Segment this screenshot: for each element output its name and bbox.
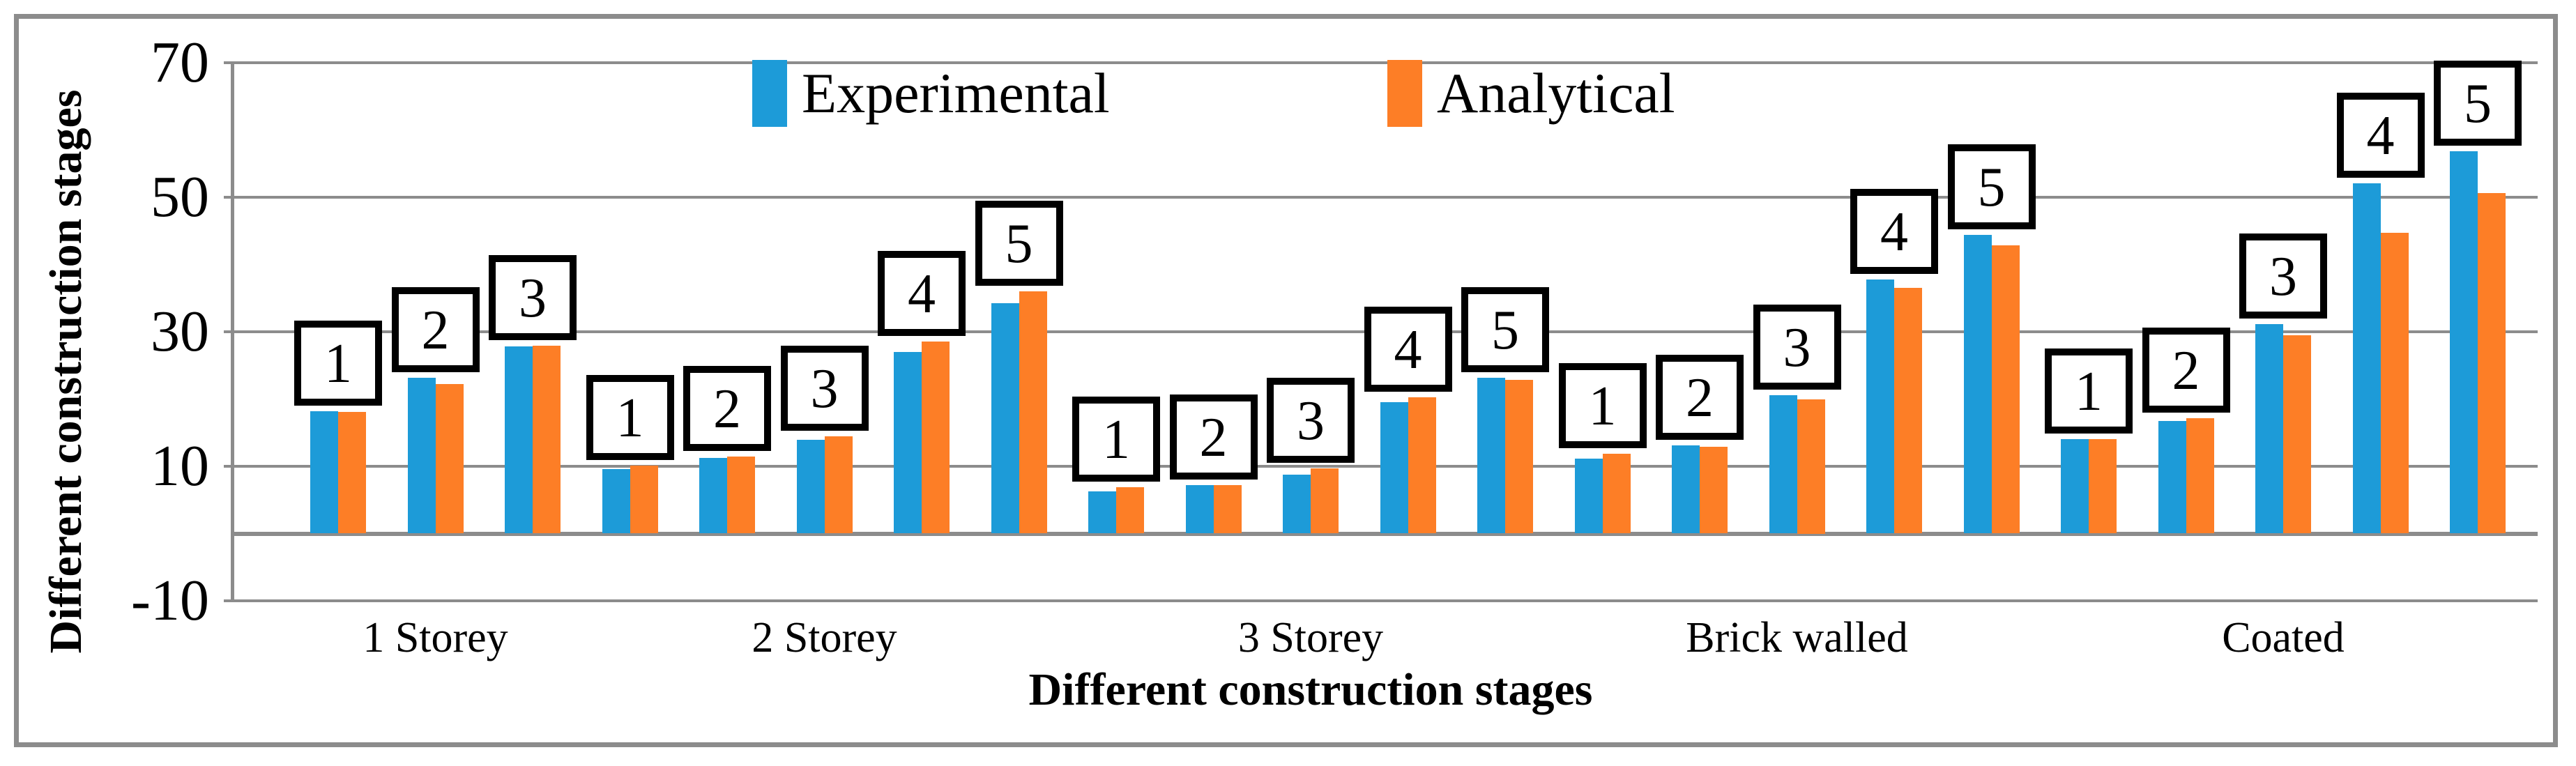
figure-border	[14, 14, 2558, 747]
bar-experimental	[1185, 485, 1214, 534]
gridline-70	[234, 61, 2538, 64]
legend-swatch-analytical-icon	[1387, 60, 1422, 127]
bar-experimental	[2158, 421, 2186, 534]
y-tick-mark	[224, 599, 235, 602]
stage-number-box: 1	[294, 320, 382, 406]
stage-number-box: 2	[391, 286, 480, 372]
bar-analytical	[1408, 397, 1436, 534]
bar-analytical	[1116, 487, 1144, 534]
x-axis-line	[234, 531, 2538, 536]
bar-experimental	[1769, 395, 1797, 534]
y-tick-label: -10	[131, 568, 209, 633]
bar-experimental	[2061, 439, 2089, 534]
legend-label-analytical: Analytical	[1437, 61, 1675, 125]
stage-number-box: 5	[975, 201, 1063, 286]
y-tick-mark	[224, 196, 235, 199]
stage-number-box: 2	[1169, 395, 1258, 480]
bar-analytical	[727, 456, 755, 534]
bar-experimental	[699, 458, 727, 534]
stage-number-box: 2	[1656, 355, 1744, 441]
bar-analytical	[1700, 447, 1728, 534]
bar-analytical	[2380, 233, 2409, 534]
gridline--10	[234, 599, 2538, 602]
bar-analytical	[2478, 193, 2506, 534]
stage-number-box: 4	[878, 251, 966, 337]
bar-analytical	[533, 346, 561, 534]
bar-experimental	[2255, 324, 2283, 534]
x-axis-title: Different construction stages	[1028, 664, 1593, 715]
bar-experimental	[796, 440, 825, 534]
bar-analytical	[1894, 288, 1922, 534]
bar-analytical	[435, 384, 464, 534]
y-tick-mark	[224, 61, 235, 64]
stage-number-box: 5	[2434, 61, 2522, 146]
bar-experimental	[602, 468, 630, 534]
bar-experimental	[1866, 279, 1894, 534]
gridline-50	[234, 196, 2538, 199]
bar-analytical	[922, 342, 950, 534]
stage-number-box: 3	[489, 255, 577, 341]
bar-analytical	[338, 411, 366, 534]
bar-experimental	[505, 346, 533, 534]
y-tick-label: 10	[151, 434, 209, 498]
category-label: Brick walled	[1686, 614, 1908, 661]
stage-number-box: 5	[1947, 144, 2036, 230]
stage-number-box: 1	[586, 375, 674, 461]
bar-experimental	[894, 351, 922, 534]
bar-experimental	[1380, 402, 1408, 534]
stage-number-box: 2	[2142, 327, 2230, 413]
y-tick-mark	[224, 330, 235, 333]
stage-number-box: 5	[1461, 286, 1549, 372]
bar-analytical	[2186, 418, 2214, 534]
stage-number-box: 1	[1558, 362, 1647, 448]
y-tick-mark	[224, 465, 235, 468]
bar-analytical	[1213, 485, 1242, 534]
bar-experimental	[1283, 474, 1311, 534]
stage-number-box: 2	[683, 365, 771, 451]
stage-number-box: 1	[1072, 396, 1160, 482]
category-label: Coated	[2222, 614, 2345, 661]
stage-number-box: 3	[2239, 233, 2327, 319]
stage-number-box: 4	[2336, 92, 2425, 178]
bar-experimental	[2450, 151, 2478, 534]
bar-experimental	[1672, 445, 1700, 534]
stage-number-box: 4	[1850, 188, 1938, 274]
bar-experimental	[991, 302, 1019, 534]
bar-analytical	[1991, 245, 2020, 534]
legend-swatch-experimental-icon	[752, 60, 787, 127]
category-label: 1 Storey	[363, 614, 508, 661]
y-tick-label: 30	[151, 299, 209, 364]
y-tick-label: 50	[151, 164, 209, 229]
category-label: 3 Storey	[1237, 614, 1384, 661]
bar-experimental	[310, 411, 338, 534]
stage-number-box: 1	[2045, 348, 2133, 434]
bar-analytical	[2283, 335, 2311, 534]
bar-analytical	[2089, 439, 2117, 534]
category-label: 2 Storey	[752, 614, 897, 661]
bar-analytical	[1602, 453, 1631, 534]
bar-experimental	[1963, 235, 1992, 534]
bar-analytical	[1311, 468, 1339, 534]
bar-analytical	[1019, 291, 1047, 534]
stage-number-box: 3	[1267, 377, 1355, 463]
legend-label-experimental: Experimental	[802, 61, 1110, 125]
stage-number-box: 4	[1364, 306, 1452, 392]
bar-experimental	[1088, 491, 1116, 534]
bar-experimental	[2352, 183, 2381, 534]
bar-analytical	[824, 436, 853, 534]
bar-experimental	[407, 377, 436, 534]
y-tick-label: 70	[151, 30, 209, 95]
bar-analytical	[1797, 399, 1825, 534]
bar-experimental	[1477, 377, 1505, 534]
stage-number-box: 3	[780, 345, 869, 431]
bar-experimental	[1574, 459, 1603, 534]
bar-analytical	[630, 466, 658, 534]
bar-analytical	[1505, 379, 1533, 534]
stage-number-box: 3	[1753, 304, 1841, 390]
y-axis-line	[231, 61, 234, 602]
